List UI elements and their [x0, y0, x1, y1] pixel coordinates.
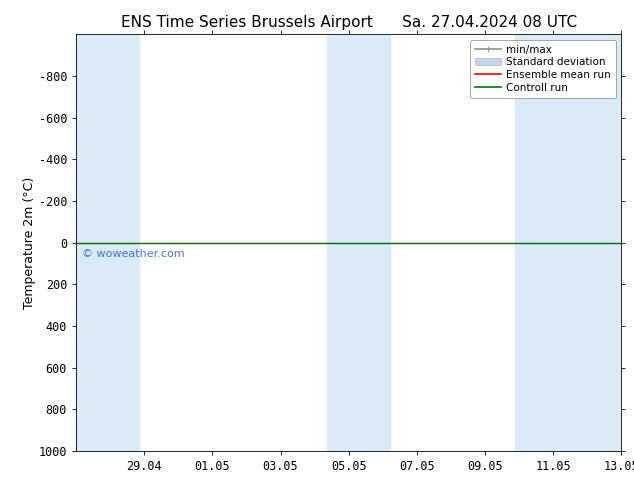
Legend: min/max, Standard deviation, Ensemble mean run, Controll run: min/max, Standard deviation, Ensemble me… — [470, 40, 616, 98]
Bar — [76, 34, 139, 451]
Bar — [515, 34, 578, 451]
Title: ENS Time Series Brussels Airport      Sa. 27.04.2024 08 UTC: ENS Time Series Brussels Airport Sa. 27.… — [120, 15, 577, 30]
Text: © woweather.com: © woweather.com — [82, 249, 184, 259]
Y-axis label: Temperature 2m (°C): Temperature 2m (°C) — [23, 176, 36, 309]
Bar — [327, 34, 389, 451]
Bar — [578, 34, 621, 451]
